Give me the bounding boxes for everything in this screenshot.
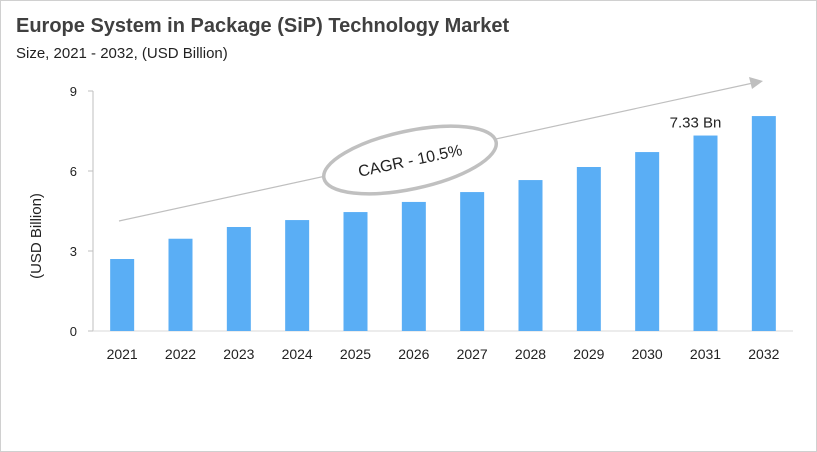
trend-arrowhead xyxy=(749,77,763,89)
bar-2029 xyxy=(576,167,601,331)
x-tick-label: 2023 xyxy=(223,346,254,362)
bar-2030 xyxy=(635,152,660,331)
x-tick-label: 2027 xyxy=(457,346,488,362)
bar-2028 xyxy=(518,180,543,331)
bar-2031 xyxy=(693,135,718,331)
bar-2021 xyxy=(110,259,135,331)
chart-subtitle: Size, 2021 - 2032, (USD Billion) xyxy=(16,45,228,62)
bar-2025 xyxy=(343,212,368,331)
data-label: 7.33 Bn xyxy=(670,115,722,132)
bar-2027 xyxy=(460,192,485,331)
cagr-ellipse xyxy=(321,124,499,196)
y-axis-label: (USD Billion) xyxy=(28,193,45,279)
x-tick-label: 2029 xyxy=(573,346,604,362)
x-tick-label: 2021 xyxy=(107,346,138,362)
y-tick-label: 0 xyxy=(70,324,77,339)
x-tick-label: 2030 xyxy=(632,346,663,362)
x-tick-label: 2022 xyxy=(165,346,196,362)
x-tick-label: 2025 xyxy=(340,346,371,362)
bar-2032 xyxy=(751,116,776,331)
bar-2022 xyxy=(168,238,193,331)
bar-2026 xyxy=(401,201,426,331)
bar-2024 xyxy=(285,220,310,331)
x-tick-label: 2028 xyxy=(515,346,546,362)
x-tick-label: 2031 xyxy=(690,346,721,362)
y-tick-label: 9 xyxy=(70,84,77,99)
x-tick-label: 2032 xyxy=(748,346,779,362)
chart-title: Europe System in Package (SiP) Technolog… xyxy=(16,15,510,37)
y-tick-label: 3 xyxy=(70,244,77,259)
bar-2023 xyxy=(226,227,251,331)
x-tick-label: 2026 xyxy=(398,346,429,362)
x-tick-label: 2024 xyxy=(282,346,313,362)
y-tick-label: 6 xyxy=(70,164,77,179)
